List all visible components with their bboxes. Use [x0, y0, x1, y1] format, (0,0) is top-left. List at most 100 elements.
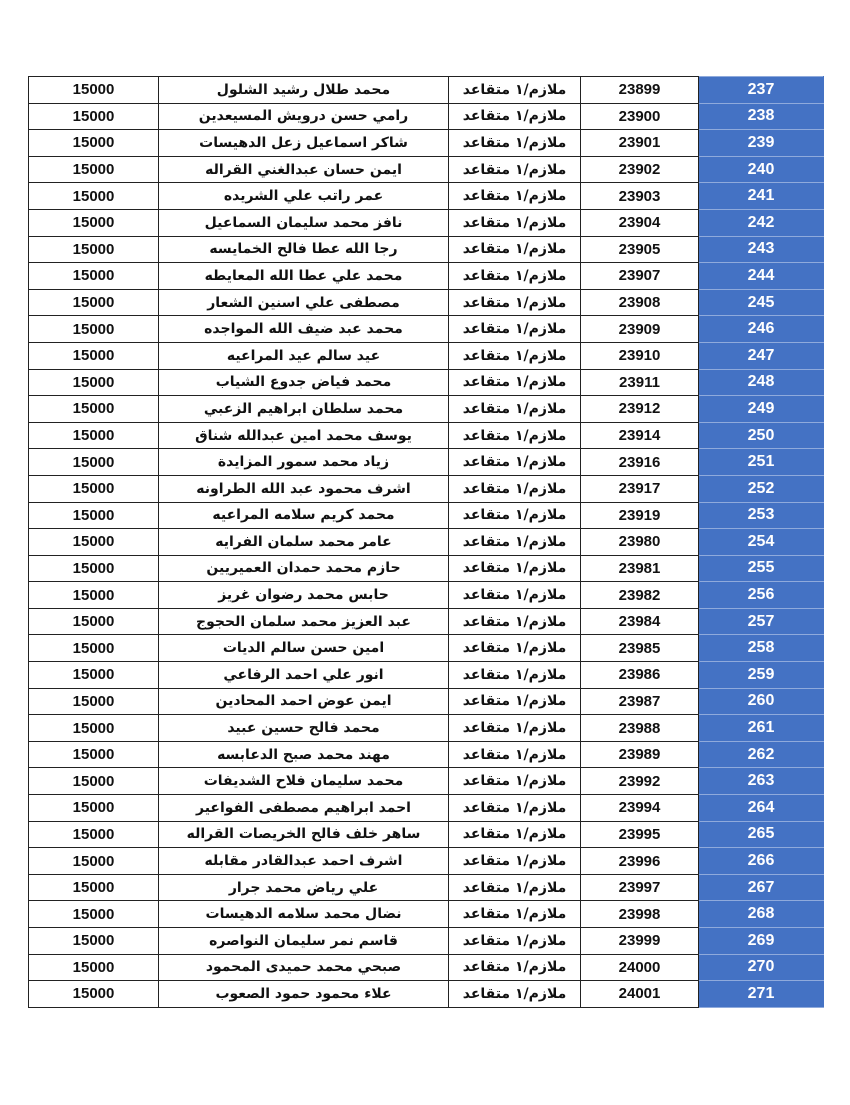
- rank-cell: ملازم/١ متقاعد: [448, 767, 581, 796]
- index-cell: 256: [698, 581, 824, 609]
- table-row: 15000 محمد فالح حسين عبيد ملازم/١ متقاعد 23…: [28, 714, 824, 742]
- index-cell: 269: [698, 927, 824, 955]
- beneficiaries-table: 15000 محمد طلال رشيد الشلول ملازم/١ متقاعد…: [28, 76, 824, 1008]
- amount-cell: 15000: [28, 262, 159, 290]
- name-cell: يوسف محمد امين عبدالله شناق: [158, 421, 449, 450]
- index-cell: 266: [698, 847, 824, 875]
- name-cell: ساهر خلف فالح الخريصات القراله: [158, 820, 449, 849]
- name-cell: نضال محمد سلامه الدهيسات: [158, 900, 449, 928]
- table-row: 15000 نافز محمد سليمان السماعيل ملازم/١ مت…: [28, 208, 824, 237]
- rank-cell: ملازم/١ متقاعد: [448, 794, 581, 822]
- name-cell: صبحي محمد حميدى المحمود: [158, 953, 449, 982]
- rank-cell: ملازم/١ متقاعد: [448, 554, 581, 583]
- table-row: 15000 حازم محمد حمدان العميريين ملازم/١ مت…: [28, 554, 824, 583]
- index-cell: 261: [698, 714, 824, 742]
- number-cell: 23997: [580, 873, 699, 902]
- amount-cell: 15000: [28, 581, 159, 609]
- rank-cell: ملازم/١ متقاعد: [448, 262, 581, 290]
- amount-cell: 15000: [28, 554, 159, 583]
- amount-cell: 15000: [28, 528, 159, 556]
- table-row: 15000 علاء محمود حمود الصعوب ملازم/١ متقاع…: [28, 980, 824, 1008]
- index-cell: 237: [698, 76, 824, 104]
- number-cell: 23985: [580, 634, 699, 663]
- rank-cell: ملازم/١ متقاعد: [448, 661, 581, 689]
- number-cell: 23914: [580, 421, 699, 450]
- name-cell: محمد فياض جدوع الشياب: [158, 368, 449, 397]
- number-cell: 23992: [580, 767, 699, 796]
- table-row: 15000 اشرف محمود عبد الله الطراونه ملازم/١…: [28, 474, 824, 503]
- index-cell: 265: [698, 820, 824, 849]
- number-cell: 23902: [580, 155, 699, 184]
- rank-cell: ملازم/١ متقاعد: [448, 953, 581, 982]
- index-cell: 262: [698, 740, 824, 769]
- rank-cell: ملازم/١ متقاعد: [448, 873, 581, 902]
- amount-cell: 15000: [28, 155, 159, 184]
- table-row: 15000 انور علي احمد الرفاعي ملازم/١ متقاعد…: [28, 661, 824, 689]
- number-cell: 23900: [580, 102, 699, 131]
- table-row: 15000 مصطفى علي اسنين الشعار ملازم/١ متقاع…: [28, 288, 824, 317]
- number-cell: 23909: [580, 315, 699, 343]
- index-cell: 268: [698, 900, 824, 928]
- name-cell: عامر محمد سلمان الفرايه: [158, 528, 449, 556]
- name-cell: احمد ابراهيم مصطفى الفواعير: [158, 794, 449, 822]
- number-cell: 23981: [580, 554, 699, 583]
- name-cell: زياد محمد سمور المزايدة: [158, 448, 449, 476]
- number-cell: 23988: [580, 714, 699, 742]
- rank-cell: ملازم/١ متقاعد: [448, 155, 581, 184]
- index-cell: 244: [698, 262, 824, 290]
- table-row: 15000 نضال محمد سلامه الدهيسات ملازم/١ متق…: [28, 900, 824, 928]
- index-cell: 241: [698, 182, 824, 210]
- rank-cell: ملازم/١ متقاعد: [448, 129, 581, 157]
- index-cell: 242: [698, 208, 824, 237]
- rank-cell: ملازم/١ متقاعد: [448, 235, 581, 264]
- table-row: 15000 امين حسن سالم الديات ملازم/١ متقاعد 2…: [28, 634, 824, 663]
- name-cell: عمر راتب علي الشريده: [158, 182, 449, 210]
- name-cell: مهند محمد صبح الدعابسه: [158, 740, 449, 769]
- number-cell: 23911: [580, 368, 699, 397]
- table-row: 15000 رجا الله عطا فالح الخمايسه ملازم/١ م…: [28, 235, 824, 264]
- rank-cell: ملازم/١ متقاعد: [448, 581, 581, 609]
- table-row: 15000 محمد فياض جدوع الشياب ملازم/١ متقاعد…: [28, 368, 824, 397]
- index-cell: 258: [698, 634, 824, 663]
- name-cell: ايمن عوض احمد المحادين: [158, 687, 449, 716]
- name-cell: شاكر اسماعيل زعل الدهيسات: [158, 129, 449, 157]
- name-cell: حازم محمد حمدان العميريين: [158, 554, 449, 583]
- rank-cell: ملازم/١ متقاعد: [448, 820, 581, 849]
- number-cell: 24000: [580, 953, 699, 982]
- table-row: 15000 محمد علي عطا الله المعايطه ملازم/١ م…: [28, 262, 824, 290]
- amount-cell: 15000: [28, 794, 159, 822]
- table-row: 15000 احمد ابراهيم مصطفى الفواعير ملازم/١ …: [28, 794, 824, 822]
- amount-cell: 15000: [28, 474, 159, 503]
- table-row: 15000 اشرف احمد عبدالقادر مقابله ملازم/١ م…: [28, 847, 824, 875]
- amount-cell: 15000: [28, 847, 159, 875]
- rank-cell: ملازم/١ متقاعد: [448, 76, 581, 104]
- number-cell: 23986: [580, 661, 699, 689]
- amount-cell: 15000: [28, 341, 159, 370]
- number-cell: 23994: [580, 794, 699, 822]
- number-cell: 23905: [580, 235, 699, 264]
- index-cell: 255: [698, 554, 824, 583]
- index-cell: 254: [698, 528, 824, 556]
- amount-cell: 15000: [28, 767, 159, 796]
- rank-cell: ملازم/١ متقاعد: [448, 980, 581, 1008]
- rank-cell: ملازم/١ متقاعد: [448, 687, 581, 716]
- index-cell: 270: [698, 953, 824, 982]
- name-cell: امين حسن سالم الديات: [158, 634, 449, 663]
- amount-cell: 15000: [28, 820, 159, 849]
- rank-cell: ملازم/١ متقاعد: [448, 740, 581, 769]
- amount-cell: 15000: [28, 208, 159, 237]
- table-row: 15000 محمد طلال رشيد الشلول ملازم/١ متقاعد…: [28, 76, 824, 104]
- name-cell: علي رياض محمد جرار: [158, 873, 449, 902]
- amount-cell: 15000: [28, 501, 159, 530]
- rank-cell: ملازم/١ متقاعد: [448, 501, 581, 530]
- index-cell: 249: [698, 395, 824, 423]
- amount-cell: 15000: [28, 315, 159, 343]
- number-cell: 23916: [580, 448, 699, 476]
- name-cell: نافز محمد سليمان السماعيل: [158, 208, 449, 237]
- table-row: 15000 محمد عبد ضيف الله المواجده ملازم/١ م…: [28, 315, 824, 343]
- table-body: 15000 محمد طلال رشيد الشلول ملازم/١ متقاعد…: [28, 76, 824, 1008]
- name-cell: محمد علي عطا الله المعايطه: [158, 262, 449, 290]
- number-cell: 23998: [580, 900, 699, 928]
- amount-cell: 15000: [28, 740, 159, 769]
- number-cell: 23984: [580, 607, 699, 636]
